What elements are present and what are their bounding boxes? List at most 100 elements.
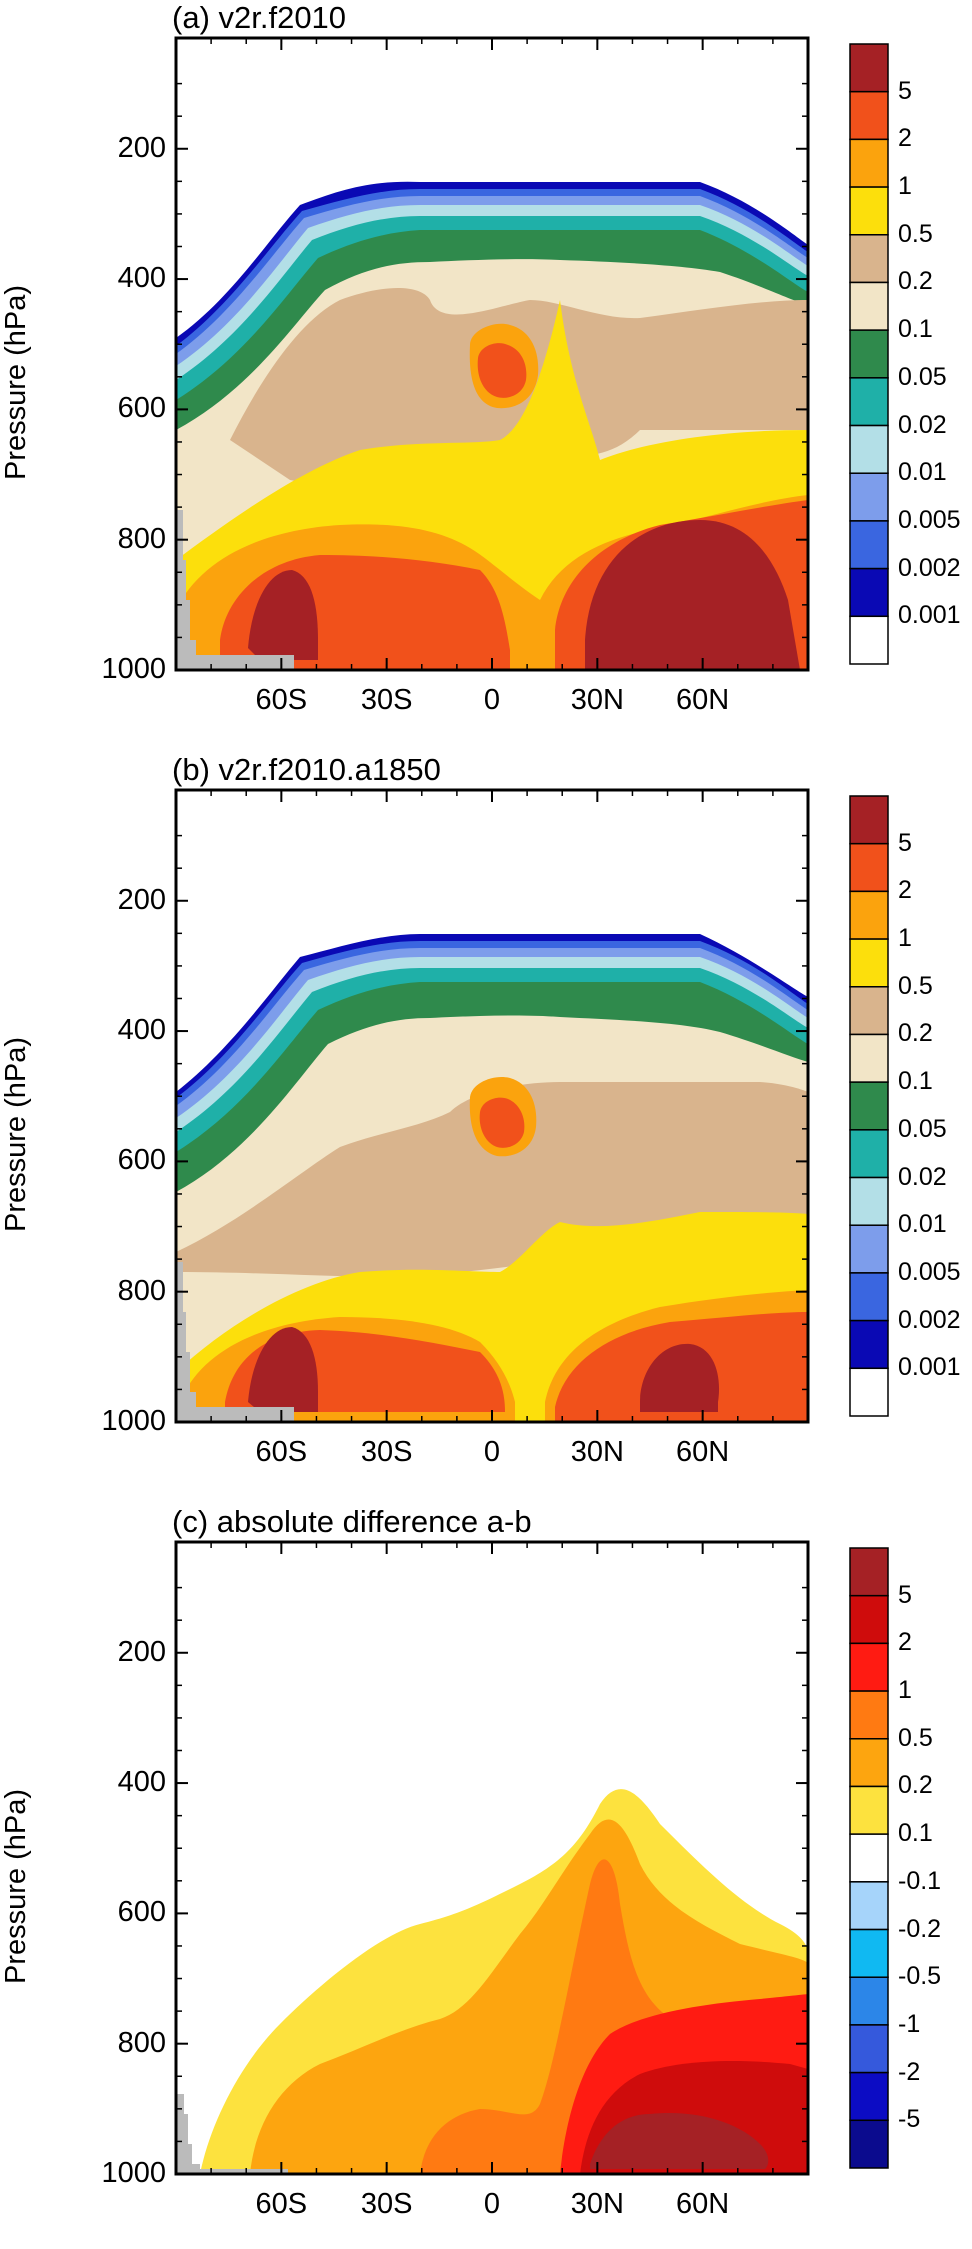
y-tick-label: 600 <box>117 1144 166 1177</box>
colorbar-swatch <box>849 890 889 940</box>
topography-mask <box>176 1262 294 1422</box>
contour-5-south <box>248 570 318 660</box>
colorbar-label: 5 <box>898 76 912 105</box>
colorbar-label: 2 <box>898 124 912 153</box>
colorbar-label: 0.5 <box>898 971 933 1000</box>
colorbar-swatch <box>849 1928 889 1978</box>
colorbar-swatch <box>849 2071 889 2122</box>
colorbar-swatch <box>849 90 889 141</box>
y-tick-label: 200 <box>117 131 166 164</box>
colorbar-swatch <box>849 1976 889 2026</box>
colorbar-swatch <box>849 1224 889 1274</box>
colorbar-swatch <box>849 472 889 522</box>
x-tick-label: 60S <box>255 2188 308 2220</box>
panel-a: 60S 30S 0 30N 60N 200 400 600 800 1000 (a) v2r.f20… <box>0 0 972 745</box>
colorbar-label: 0.2 <box>898 1019 933 1048</box>
y-tick-label: 1000 <box>101 653 166 685</box>
y-axis-label: Pressure (hPa) <box>0 1036 32 1232</box>
colorbar-label: -0.1 <box>898 1866 942 1895</box>
colorbar-label: 0.1 <box>898 315 933 344</box>
colorbar-label: -2 <box>898 2057 921 2086</box>
colorbar-label: 0.2 <box>898 267 933 296</box>
contour-2-eq <box>479 1097 525 1148</box>
colorbar-swatch <box>849 1367 889 1417</box>
x-tick-label: 30N <box>570 684 624 716</box>
x-tick-label: 0 <box>483 684 501 716</box>
panel-title: (c) absolute difference a-b <box>172 1504 532 1539</box>
colorbar-label: 0.5 <box>898 219 933 248</box>
colorbar-label: 1 <box>898 924 912 953</box>
colorbar-label: 0.1 <box>898 1819 933 1848</box>
colorbar-label: 0.005 <box>898 505 961 534</box>
y-tick-label: 400 <box>117 262 166 295</box>
y-tick-label: 800 <box>117 2026 166 2059</box>
colorbar-swatch <box>849 1547 889 1597</box>
colorbar-swatch <box>849 329 889 379</box>
colorbar-swatch <box>849 1881 889 1931</box>
colorbar-label: 2 <box>898 876 912 905</box>
y-tick-label: 400 <box>117 1766 166 1799</box>
colorbar-swatch <box>849 43 889 93</box>
panel-c: 60S 30S 0 30N 60N 200 400 600 800 1000 (c) absolut… <box>0 1504 972 2249</box>
contour-plot <box>174 36 889 672</box>
y-tick-label: 200 <box>117 883 166 916</box>
colorbar-label: -1 <box>898 2009 921 2038</box>
colorbar-label: 0.001 <box>898 1353 961 1382</box>
colorbar-swatch <box>849 1033 889 1083</box>
colorbar-label: 0.005 <box>898 1257 961 1286</box>
colorbar-label: 0.02 <box>898 1162 947 1191</box>
y-tick-label: 400 <box>117 1014 166 1047</box>
colorbar-swatch <box>849 1176 889 1226</box>
colorbar-swatch <box>849 842 889 893</box>
colorbar-swatch <box>849 234 889 284</box>
colorbar-swatch <box>849 186 889 236</box>
colorbar-swatch <box>849 1690 889 1740</box>
colorbar-swatch <box>849 1594 889 1645</box>
y-axis-label: Pressure (hPa) <box>0 284 32 480</box>
colorbar-label: 0.05 <box>898 1114 947 1143</box>
x-tick-label: 60N <box>676 1436 730 1468</box>
colorbar-swatch <box>849 281 889 331</box>
colorbar-swatch <box>849 1081 889 1131</box>
colorbar-label: -0.2 <box>898 1914 942 1943</box>
contour-5 <box>590 2113 769 2169</box>
x-tick-label: 60S <box>255 1436 308 1468</box>
colorbar-swatch <box>849 138 889 188</box>
x-tick-label: 60N <box>676 2188 730 2220</box>
x-tick-label: 0 <box>483 2188 501 2220</box>
x-tick-label: 60N <box>676 684 730 716</box>
colorbar-label: 1 <box>898 172 912 201</box>
x-tick-label: 30N <box>570 1436 624 1468</box>
colorbar-label: 0.01 <box>898 1210 947 1239</box>
colorbar-label: 0.02 <box>898 410 947 439</box>
x-tick-label: 30S <box>360 684 413 716</box>
y-axis-label: Pressure (hPa) <box>0 1788 32 1984</box>
colorbar-swatch <box>849 520 889 570</box>
y-tick-label: 600 <box>117 1896 166 1929</box>
colorbar-label: 0.2 <box>898 1771 933 1800</box>
colorbar-swatch <box>849 795 889 845</box>
colorbar-label: 5 <box>898 1580 912 1609</box>
colorbar-label: 0.5 <box>898 1723 933 1752</box>
contour-plot <box>174 1540 889 2176</box>
colorbar-swatch <box>849 938 889 988</box>
colorbar-label: 2 <box>898 1628 912 1657</box>
y-tick-label: 200 <box>117 1635 166 1668</box>
colorbar-swatch <box>849 2024 889 2074</box>
panel-title: (a) v2r.f2010 <box>172 0 347 35</box>
colorbar-swatch <box>849 1319 889 1370</box>
colorbar-swatch <box>849 567 889 618</box>
x-tick-label: 0 <box>483 1436 501 1468</box>
contour-2-eq <box>477 343 527 398</box>
colorbar-label: 1 <box>898 1676 912 1705</box>
colorbar-label: 0.002 <box>898 1305 961 1334</box>
colorbar-swatch <box>849 1272 889 1322</box>
colorbar-swatch <box>849 1738 889 1788</box>
colorbar-swatch <box>849 615 889 665</box>
colorbar-swatch <box>849 1833 889 1883</box>
colorbar-label: 0.01 <box>898 458 947 487</box>
colorbar-label: 0.05 <box>898 362 947 391</box>
colorbar-label: 0.001 <box>898 601 961 630</box>
contour-5-north <box>585 520 800 670</box>
colorbar-label: 5 <box>898 828 912 857</box>
